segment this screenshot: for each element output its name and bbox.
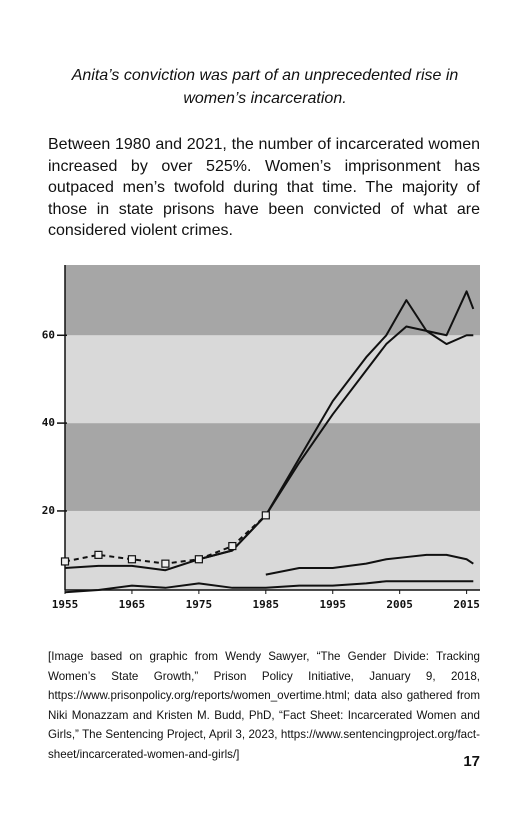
y-tick-label: 60 <box>42 328 55 341</box>
x-tick-label: 2015 <box>453 598 480 611</box>
band <box>65 510 480 590</box>
band <box>65 423 480 511</box>
point-marker <box>161 559 170 568</box>
band <box>65 265 480 336</box>
point-marker <box>60 557 70 566</box>
x-tick-label: 1995 <box>319 598 346 611</box>
band <box>65 335 480 424</box>
y-tick-label: 20 <box>42 504 55 517</box>
x-tick-label: 2005 <box>386 598 413 611</box>
x-tick-label: 1955 <box>52 598 79 611</box>
point-marker <box>228 541 237 551</box>
point-marker <box>194 555 203 564</box>
y-tick-label: 40 <box>42 416 55 429</box>
x-tick-label: 1965 <box>119 598 146 611</box>
series-line <box>265 553 474 576</box>
series-line <box>64 580 474 594</box>
x-tick-label: 1975 <box>186 598 213 611</box>
point-marker <box>127 555 137 564</box>
body-text: Between 1980 and 2021, the number of inc… <box>48 136 480 239</box>
x-tick-label: 1985 <box>253 598 280 611</box>
heading: Anita’s conviction was part of an unprec… <box>71 67 459 107</box>
caption: [Image based on graphic from Wendy Sawye… <box>48 650 480 761</box>
series-line <box>64 290 475 572</box>
point-marker <box>94 550 103 559</box>
point-marker <box>261 511 270 520</box>
page-number: 17 <box>463 753 480 770</box>
chart: 20 40 60 1955 1965 1975 1985 1995 2005 2015 <box>42 265 480 611</box>
